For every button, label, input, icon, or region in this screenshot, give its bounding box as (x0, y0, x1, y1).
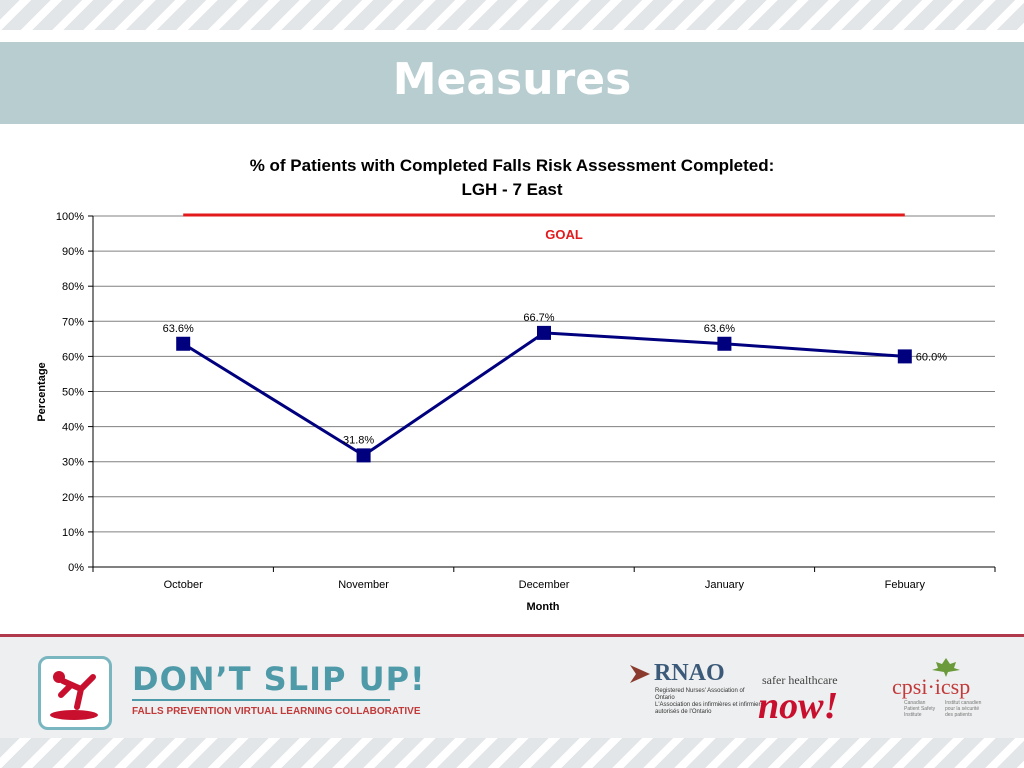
y-axis-title: Percentage (36, 362, 48, 421)
cpsi-caption-fr: Institut canadien pour la sécurité des p… (945, 700, 982, 718)
y-tick-label: 50% (62, 387, 84, 399)
data-label: 31.8% (343, 434, 374, 446)
rnao-caption-fr: L'Association des infirmières et infirmi… (655, 702, 764, 715)
chart-title: % of Patients with Completed Falls Risk … (250, 156, 775, 175)
y-tick-label: 0% (68, 562, 84, 574)
rnao-arrow-icon (630, 665, 650, 683)
top-stripe-decoration (0, 0, 1024, 30)
slide-title: Measures (392, 54, 632, 105)
data-point (176, 336, 191, 351)
y-tick-label: 30% (62, 457, 84, 469)
data-point (717, 336, 732, 351)
x-tick-label: January (705, 579, 745, 591)
x-tick-label: November (338, 579, 389, 591)
shn-logo-top: safer healthcare (762, 673, 838, 687)
campaign-title: DON’T SLIP UP! (132, 660, 426, 698)
data-point (356, 448, 371, 463)
falls-risk-chart: % of Patients with Completed Falls Risk … (36, 156, 996, 613)
y-tick-label: 70% (62, 316, 84, 328)
data-label: 60.0% (916, 351, 947, 363)
data-label: 63.6% (704, 323, 735, 335)
y-tick-label: 80% (62, 281, 84, 293)
campaign-subtitle: FALLS PREVENTION VIRTUAL LEARNING COLLAB… (132, 706, 421, 717)
data-label: 63.6% (163, 323, 194, 335)
campaign-rule (132, 699, 390, 701)
goal-label: GOAL (545, 227, 583, 242)
chart-subtitle: LGH - 7 East (461, 180, 562, 199)
x-tick-label: Febuary (885, 579, 926, 591)
cpsi-logo-text: cpsi·icsp (892, 674, 971, 699)
cpsi-leaf-icon (932, 658, 960, 677)
bottom-stripe-decoration (0, 738, 1024, 768)
data-point (897, 349, 912, 364)
data-point (537, 325, 551, 340)
x-tick-label: December (519, 579, 570, 591)
falling-person-icon (50, 671, 98, 720)
x-tick-label: October (164, 579, 203, 591)
rnao-caption: Registered Nurses' Association of Ontari… (655, 688, 765, 716)
y-tick-label: 40% (62, 422, 84, 434)
slip-logo (38, 656, 112, 730)
title-band (0, 42, 1024, 124)
y-tick-label: 10% (62, 527, 84, 539)
series-line (182, 331, 905, 458)
footer-divider (0, 634, 1024, 637)
cpsi-caption-en: Canadian Patient Safety Institute (904, 700, 936, 718)
shn-logo-now: now! (758, 685, 839, 727)
rnao-logo-text: RNAO (654, 660, 725, 686)
footer-band (0, 637, 1024, 738)
plot-area: 0% 10% 20% 30% 40% 50% 60% 70% 80% 90% 100% October… (56, 211, 996, 591)
data-label: 66.7% (523, 312, 554, 324)
x-axis-title: Month (527, 601, 560, 613)
y-tick-label: 100% (56, 211, 84, 223)
rnao-caption-en: Registered Nurses' Association of Ontari… (655, 688, 745, 701)
y-tick-label: 60% (62, 351, 84, 363)
y-tick-label: 90% (62, 246, 84, 258)
y-tick-label: 20% (62, 492, 84, 504)
